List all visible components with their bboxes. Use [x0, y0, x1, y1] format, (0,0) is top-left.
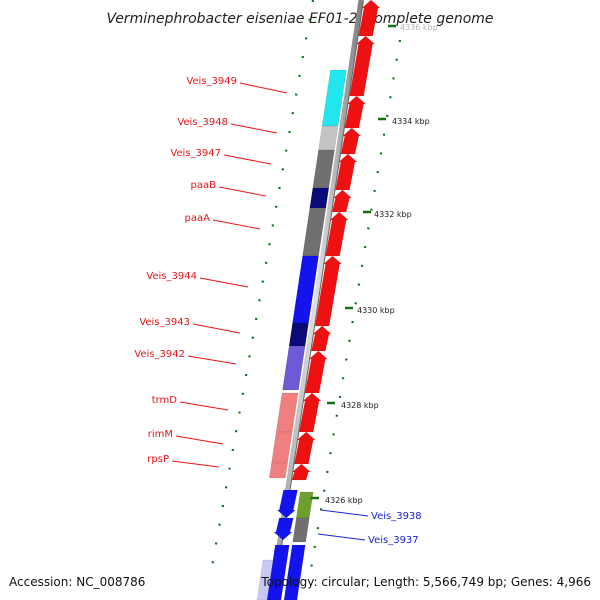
map-title: Verminephrobacter eiseniae EF01-2, compl…: [106, 11, 493, 27]
leader-line: [192, 323, 241, 334]
reverse-strand-genes: [256, 69, 347, 600]
gene-block-olive[interactable]: [296, 491, 314, 519]
gene-block-light-gray[interactable]: [318, 125, 339, 151]
leader-line: [199, 277, 249, 288]
gene-label-veis-3948[interactable]: Veis_3948: [177, 117, 228, 128]
leader-line: [239, 82, 288, 94]
tick-label: 4332 kbp: [374, 210, 412, 219]
forward-gene-arrow[interactable]: [331, 189, 353, 213]
gene-label-veis-3947[interactable]: Veis_3947: [170, 148, 221, 159]
gene-block-dark-gray[interactable]: [292, 517, 310, 543]
forward-gene-arrow[interactable]: [266, 544, 290, 600]
forward-gene-arrow[interactable]: [276, 489, 298, 519]
leader-line: [179, 401, 229, 411]
gene-block-navy[interactable]: [309, 187, 330, 209]
gene-label-trmd[interactable]: trmD: [152, 395, 178, 406]
gene-label-rpsp[interactable]: rpsP: [147, 454, 169, 465]
forward-strand-genes: [266, 0, 381, 600]
gene-label-veis-3938[interactable]: Veis_3938: [371, 511, 422, 522]
leader-line: [230, 123, 278, 134]
right-gene-labels: Veis_3938 Veis_3937: [317, 509, 422, 546]
gene-label-veis-3944[interactable]: Veis_3944: [146, 271, 197, 282]
gene-label-paaa[interactable]: paaA: [185, 213, 211, 224]
leader-line: [223, 154, 272, 165]
gene-label-veis-3949[interactable]: Veis_3949: [186, 76, 237, 87]
gene-block-light-red[interactable]: [271, 431, 293, 464]
topology-text: Topology: circular; Length: 5,566,749 bp…: [260, 575, 591, 589]
leader-line: [175, 435, 224, 445]
tick-label: 4326 kbp: [325, 496, 363, 505]
gene-label-veis-3943[interactable]: Veis_3943: [139, 317, 190, 328]
leader-line: [187, 355, 237, 365]
leader-line: [320, 509, 369, 517]
leader-line: [317, 533, 366, 541]
tick-label: 4328 kbp: [341, 401, 379, 410]
gene-block-light-blue[interactable]: [256, 559, 274, 600]
scale-ticks: 4336 kbp 4334 kbp 4332 kbp 4330 kbp 4328…: [311, 23, 438, 505]
leader-line: [212, 219, 261, 230]
tick-label: 4334 kbp: [392, 117, 430, 126]
forward-gene-arrow[interactable]: [291, 463, 312, 481]
tick-label: 4330 kbp: [357, 306, 395, 315]
gene-block-light-red[interactable]: [269, 462, 288, 479]
gene-label-paab[interactable]: paaB: [191, 180, 217, 191]
leader-line: [171, 460, 220, 468]
gene-block-slate-blue[interactable]: [282, 345, 306, 391]
forward-gene-arrow[interactable]: [273, 517, 294, 541]
leader-line: [218, 186, 267, 197]
gene-label-veis-3942[interactable]: Veis_3942: [134, 349, 185, 360]
gene-block-navy[interactable]: [288, 322, 309, 347]
tick-label-faded: 4336 kbp: [400, 23, 438, 32]
gene-label-rimm[interactable]: rimM: [148, 429, 173, 440]
gene-label-veis-3937[interactable]: Veis_3937: [368, 535, 419, 546]
gene-block-blue[interactable]: [283, 544, 306, 600]
left-gene-labels: Veis_3949 Veis_3948 Veis_3947 paaB paaA …: [134, 76, 288, 468]
accession-text: Accession: NC_008786: [9, 575, 145, 589]
